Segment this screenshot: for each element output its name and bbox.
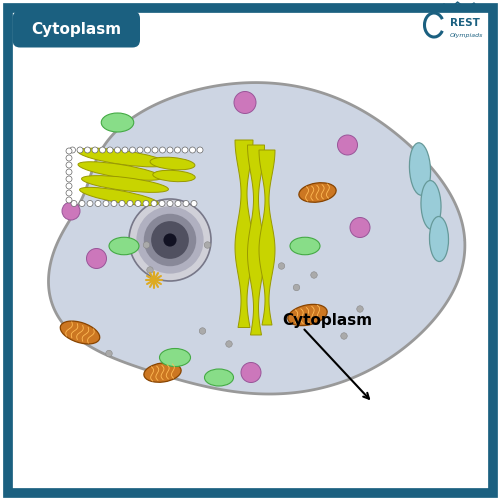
Polygon shape (48, 82, 465, 394)
Ellipse shape (119, 200, 125, 206)
Ellipse shape (101, 113, 134, 132)
Ellipse shape (311, 272, 318, 278)
Ellipse shape (111, 200, 117, 206)
Ellipse shape (164, 234, 176, 246)
Ellipse shape (167, 147, 173, 153)
Ellipse shape (150, 157, 195, 170)
Ellipse shape (199, 328, 206, 334)
Ellipse shape (338, 135, 357, 155)
Ellipse shape (293, 284, 300, 291)
Ellipse shape (144, 362, 181, 382)
Polygon shape (235, 140, 253, 328)
Ellipse shape (147, 267, 153, 273)
Ellipse shape (78, 148, 167, 167)
Ellipse shape (350, 218, 370, 238)
Ellipse shape (127, 200, 133, 206)
Ellipse shape (129, 199, 211, 281)
Ellipse shape (106, 350, 112, 357)
Ellipse shape (136, 206, 203, 274)
Ellipse shape (183, 200, 189, 206)
Ellipse shape (66, 155, 72, 161)
Ellipse shape (86, 248, 106, 268)
Ellipse shape (66, 183, 72, 189)
Text: Cytoplasm: Cytoplasm (31, 22, 121, 37)
Ellipse shape (103, 200, 109, 206)
Ellipse shape (160, 147, 166, 153)
Ellipse shape (66, 197, 72, 203)
Ellipse shape (341, 333, 347, 339)
Ellipse shape (60, 321, 100, 344)
Ellipse shape (159, 200, 165, 206)
Ellipse shape (143, 200, 149, 206)
Polygon shape (259, 150, 275, 325)
FancyBboxPatch shape (12, 11, 140, 48)
Ellipse shape (191, 200, 197, 206)
Ellipse shape (77, 147, 83, 153)
Ellipse shape (151, 200, 157, 206)
Ellipse shape (299, 182, 336, 203)
Ellipse shape (182, 147, 188, 153)
Ellipse shape (144, 147, 150, 153)
Ellipse shape (107, 147, 113, 153)
Ellipse shape (144, 242, 150, 248)
Ellipse shape (66, 148, 72, 154)
Ellipse shape (62, 202, 80, 220)
Ellipse shape (66, 190, 72, 196)
Ellipse shape (197, 147, 203, 153)
Ellipse shape (95, 200, 101, 206)
Ellipse shape (78, 162, 162, 180)
Ellipse shape (151, 221, 189, 259)
Ellipse shape (278, 263, 285, 269)
Ellipse shape (175, 200, 181, 206)
Ellipse shape (122, 147, 128, 153)
Ellipse shape (92, 147, 98, 153)
Ellipse shape (100, 147, 105, 153)
Ellipse shape (167, 200, 173, 206)
Ellipse shape (421, 180, 441, 230)
Ellipse shape (204, 369, 234, 386)
Ellipse shape (410, 143, 430, 195)
Ellipse shape (241, 362, 261, 382)
Ellipse shape (87, 200, 93, 206)
Ellipse shape (109, 238, 139, 255)
Ellipse shape (79, 200, 85, 206)
Ellipse shape (144, 214, 196, 266)
Ellipse shape (204, 242, 211, 248)
Ellipse shape (290, 238, 320, 255)
Ellipse shape (135, 200, 141, 206)
Ellipse shape (82, 176, 168, 192)
Ellipse shape (66, 176, 72, 182)
Ellipse shape (430, 216, 448, 262)
Polygon shape (248, 145, 264, 335)
Text: Cytoplasm: Cytoplasm (282, 314, 372, 328)
Text: Olympiads: Olympiads (450, 32, 484, 38)
Ellipse shape (71, 200, 77, 206)
Ellipse shape (152, 278, 156, 282)
Text: REST: REST (450, 18, 480, 28)
Ellipse shape (84, 147, 90, 153)
Ellipse shape (152, 147, 158, 153)
Ellipse shape (160, 348, 190, 366)
Ellipse shape (288, 304, 327, 326)
Ellipse shape (226, 341, 232, 347)
Ellipse shape (114, 147, 120, 153)
Ellipse shape (66, 169, 72, 175)
Ellipse shape (70, 147, 75, 153)
Ellipse shape (130, 147, 136, 153)
Ellipse shape (80, 188, 158, 206)
Ellipse shape (66, 162, 72, 168)
Ellipse shape (137, 147, 143, 153)
Ellipse shape (153, 170, 195, 181)
Ellipse shape (357, 306, 363, 312)
Ellipse shape (190, 147, 196, 153)
Ellipse shape (234, 92, 256, 114)
Ellipse shape (174, 147, 180, 153)
